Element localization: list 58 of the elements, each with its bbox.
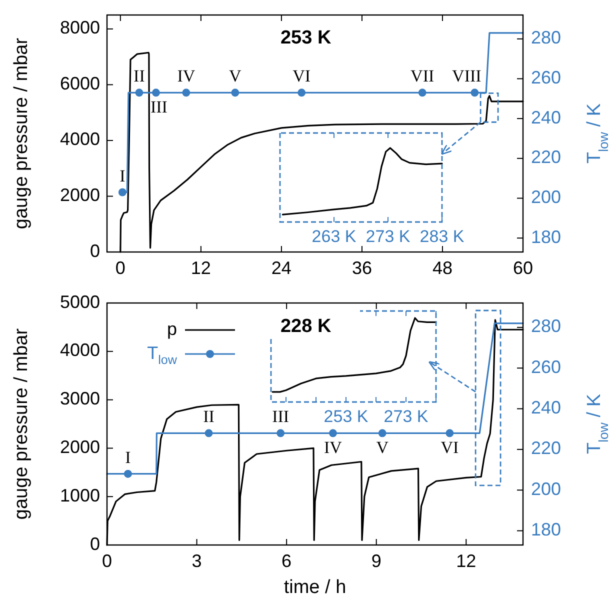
annotation: VII [410,66,434,86]
y-tick-label: 8000 [60,18,100,38]
annotation: IV [324,438,343,458]
annotation: VI [292,66,311,86]
y-tick-label: 2000 [60,184,100,205]
text: 253 K [280,28,332,49]
y2-tick-label: 200 [531,478,562,499]
y-tick-label: 5000 [60,292,100,312]
x-tick-label: 283 K [420,227,465,246]
y2-tick-label: 180 [531,520,562,540]
x-tick-label: 9 [371,551,382,571]
x-tick-label: 12 [456,551,476,571]
annotation: I [120,166,126,186]
y2-tick-label: 260 [531,67,562,88]
y2-tick-label: 240 [531,398,562,418]
x-tick-label: 0 [115,258,126,278]
y-axis-title: gauge pressure / mbar [11,37,32,230]
annotation: VIII [452,66,482,86]
x-tick-label: 60 [512,258,534,278]
x-tick-label: 24 [271,258,292,278]
x-tick-label: 3 [192,551,202,571]
y-tick-label: 6000 [60,73,100,94]
y2-tick-label: 220 [531,438,562,458]
y2-tick-label: 200 [531,186,562,207]
y-tick-label: 0 [90,534,100,554]
y-axis-title: gauge pressure / mbar [11,328,32,520]
x-tick-label: 273 K [366,227,411,246]
x-tick-label: 263 K [312,227,357,246]
x-tick-label: 48 [432,258,452,278]
annotation: IV [177,66,196,86]
y2-tick-label: 180 [531,226,562,247]
annotation: V [229,66,242,86]
annotation: II [203,407,215,426]
x-tick-label: 36 [352,258,372,278]
y2-tick-label: 240 [531,107,562,128]
text: 228 K [280,316,332,338]
x-tick-label: 6 [282,551,292,571]
y-tick-label: 4000 [60,340,100,360]
annotation: I [125,448,132,467]
y2-tick-label: 280 [531,316,562,336]
legend-label: p [166,318,177,339]
y2-tick-label: 280 [531,28,562,48]
y-tick-label: 4000 [60,129,100,150]
legend-label: T$_{low}$ [147,342,178,368]
y-tick-label: 1000 [60,485,100,506]
annotation: VI [440,438,459,458]
x-tick-label: 273 K [384,407,429,426]
y2-tick-label: 220 [531,147,562,168]
y-tick-label: 3000 [60,388,100,409]
annotation: III [272,407,290,426]
y-tick-label: 2000 [60,436,100,457]
x-tick-label: 12 [190,258,211,278]
y-tick-label: 0 [90,240,100,261]
annotation: II [134,66,146,86]
x-axis-title: time / h [284,577,346,598]
annotation: V [376,438,390,458]
y2-tick-label: 260 [531,356,562,377]
annotation: III [150,98,168,117]
